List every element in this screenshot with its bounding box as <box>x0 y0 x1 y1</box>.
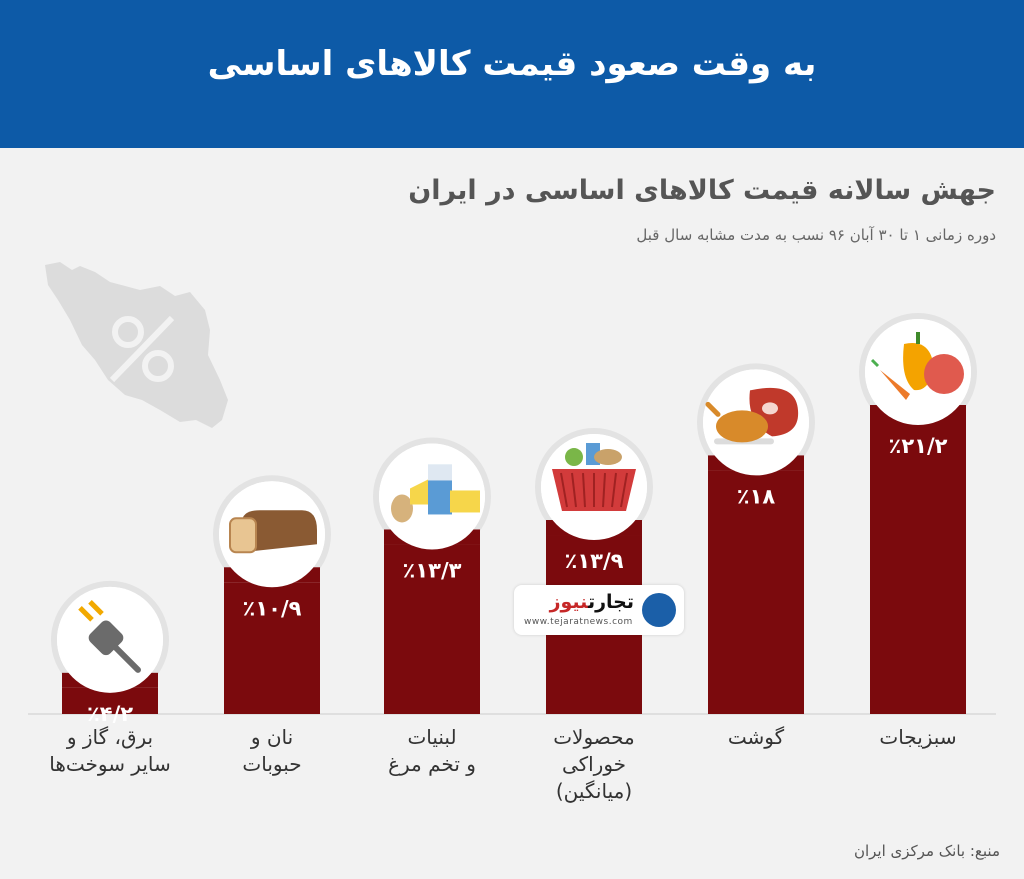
basket-icon <box>552 443 636 512</box>
category-label: سبزیجات <box>879 725 956 749</box>
plug-icon <box>78 600 141 673</box>
category-label: گوشت <box>728 725 785 749</box>
category-label: حبوبات <box>242 752 301 776</box>
category-label: (میانگین) <box>556 779 632 803</box>
watermark-logo: تجارتنیوز www.tejaratnews.com <box>514 585 684 635</box>
category-label: سایر سوخت‌ها <box>49 752 171 776</box>
bar-value-label: ٪۱۳/۹ <box>565 549 624 573</box>
category-label: لبنیات <box>407 725 456 749</box>
category-label: نان و <box>250 725 293 749</box>
iran-map-icon <box>45 262 228 428</box>
category-label: محصولات <box>553 725 635 749</box>
bar <box>224 582 320 714</box>
logo-brand: تجارتنیوز <box>549 591 634 613</box>
bar <box>870 420 966 714</box>
meat-icon <box>705 387 799 445</box>
category-label: خوراکی <box>562 752 626 776</box>
bar-value-label: ٪۴/۲ <box>87 702 133 726</box>
chart-subtitle: جهش سالانه قیمت کالاهای اساسی در ایران <box>408 175 996 206</box>
category-label: برق، گاز و <box>66 725 153 749</box>
bar-value-label: ٪۱۳/۳ <box>403 558 462 582</box>
logo-url: www.tejaratnews.com <box>524 617 633 627</box>
logo-mark-icon <box>642 593 676 627</box>
chart-period-note: دوره زمانی ۱ تا ۳۰ آبان ۹۶ نسب به مدت مش… <box>636 226 996 244</box>
bread-icon <box>229 510 317 554</box>
category-label: و تخم مرغ <box>388 752 476 776</box>
bar-value-label: ٪۲۱/۲ <box>889 434 948 458</box>
source-note: منبع: بانک مرکزی ایران <box>853 842 1000 860</box>
bar-value-label: ٪۱۰/۹ <box>243 596 302 620</box>
bar <box>708 470 804 714</box>
page-title: به وقت صعود قیمت کالاهای اساسی <box>207 44 817 84</box>
dairy-icon <box>391 464 480 523</box>
bar-value-label: ٪۱۸ <box>737 484 776 508</box>
vegetables-icon <box>870 332 964 400</box>
header-banner: به وقت صعود قیمت کالاهای اساسی <box>0 0 1024 148</box>
bar <box>384 544 480 714</box>
